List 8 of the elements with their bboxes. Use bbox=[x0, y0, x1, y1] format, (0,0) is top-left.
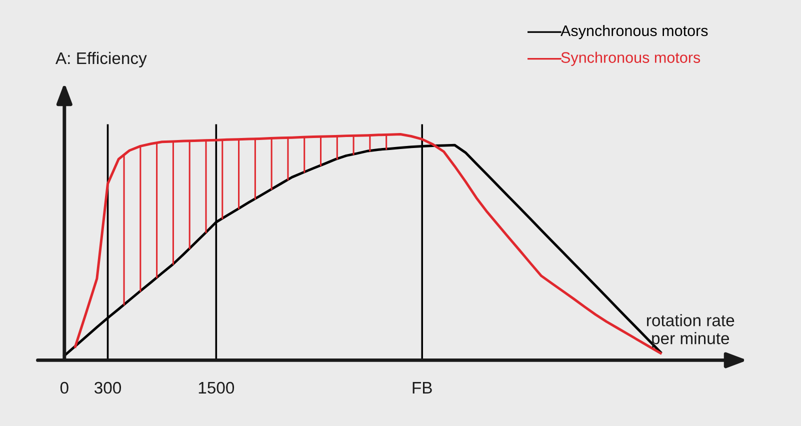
x-axis-title: rotation rate per minute bbox=[647, 314, 734, 348]
x-tick-label: 300 bbox=[94, 382, 122, 394]
x-tick-label: FB bbox=[412, 382, 432, 394]
y-axis-title: A: Efficiency bbox=[55, 52, 147, 68]
legend-label: Synchronous motors bbox=[561, 52, 700, 66]
x-tick-label: 1500 bbox=[198, 382, 234, 394]
x-tick-label: 0 bbox=[60, 382, 68, 394]
legend-label: Asynchronous motors bbox=[560, 24, 708, 40]
